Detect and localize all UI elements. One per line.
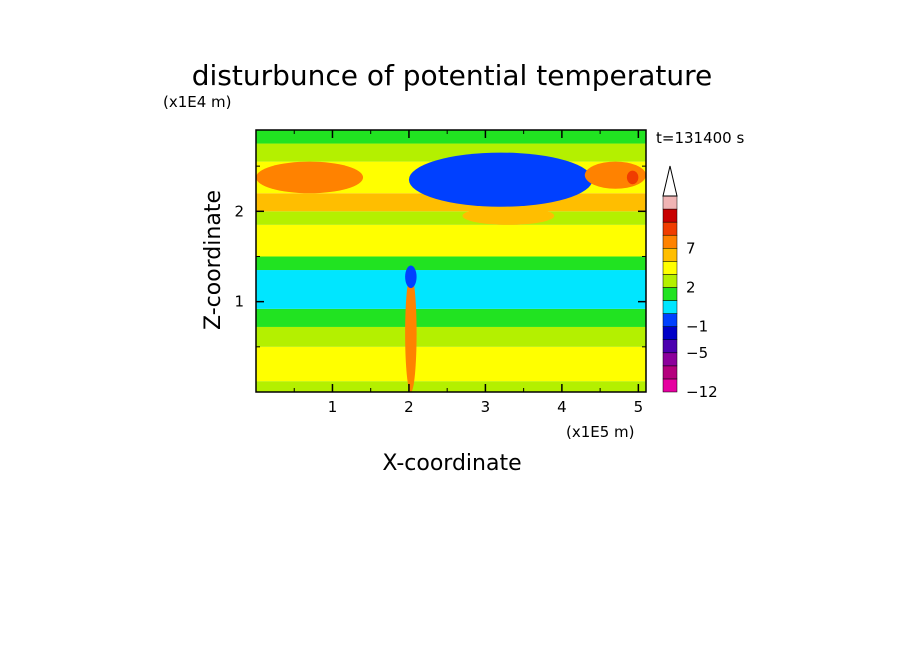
colorbar-swatch-7 [662, 287, 678, 301]
colorbar-label: 7 [686, 239, 696, 257]
x-tick-label-1: 1 [328, 398, 338, 416]
x-axis-label: X-coordinate [382, 451, 521, 476]
contour-band-0 [256, 381, 646, 392]
colorbar-swatch-6 [662, 300, 678, 314]
contour-feature-plume-top-cold [405, 265, 417, 289]
contour-feature-warm-right-core [626, 170, 639, 185]
contour-band-2 [256, 326, 646, 347]
colorbar-label: −12 [686, 383, 718, 401]
contour-band-6 [256, 224, 646, 257]
colorbar-swatch-0 [662, 378, 678, 393]
colorbar-swatch-11 [662, 234, 678, 249]
y-tick-label-2: 2 [234, 202, 244, 220]
colorbar-swatch-10 [662, 248, 678, 262]
time-label: t=131400 s [656, 129, 744, 147]
x-tick-label-5: 5 [634, 398, 644, 416]
contour-band-4 [256, 270, 646, 309]
y-tick-label-1: 1 [234, 293, 244, 311]
colorbar-swatch-5 [662, 313, 678, 327]
colorbar-label: −5 [686, 344, 708, 362]
contour-feature-plume [405, 274, 417, 392]
colorbar-swatch-8 [662, 274, 678, 288]
axes: 1 2 3 4 5 1 2 [234, 130, 646, 416]
x-tick-label-4: 4 [557, 398, 567, 416]
colorbar-swatch-2 [662, 352, 678, 367]
plot-area [256, 130, 646, 392]
y-axis-label: Z-coordinate [201, 190, 226, 330]
contour-feature-mid-warm-lens [462, 206, 555, 225]
colorbar-swatch-13 [662, 208, 678, 223]
colorbar: −12−5−127 [662, 165, 718, 401]
contour-band-11 [256, 130, 646, 144]
contour-band-5 [256, 256, 646, 271]
y-unit-label: (x1E4 m) [163, 93, 232, 111]
colorbar-swatch-1 [662, 365, 678, 380]
x-tick-label-3: 3 [481, 398, 491, 416]
colorbar-swatch-4 [662, 326, 678, 340]
contour-feature-warm-left [256, 161, 364, 194]
contour-band-3 [256, 308, 646, 327]
colorbar-swatch-9 [662, 261, 678, 275]
chart-title: disturbunce of potential temperature [192, 59, 713, 92]
colorbar-swatch-14 [662, 195, 678, 210]
colorbar-label: −1 [686, 318, 708, 336]
contour-band-7 [256, 211, 646, 225]
colorbar-label: 2 [686, 278, 696, 296]
colorbar-extend-arrow [662, 165, 678, 197]
colorbar-swatch-3 [662, 339, 678, 354]
x-tick-label-2: 2 [404, 398, 414, 416]
plot-frame [255, 129, 647, 393]
contour-feature-cold-core-edge [408, 152, 593, 207]
colorbar-swatch-12 [662, 221, 678, 236]
contour-band-1 [256, 346, 646, 382]
x-unit-label: (x1E5 m) [566, 423, 635, 441]
